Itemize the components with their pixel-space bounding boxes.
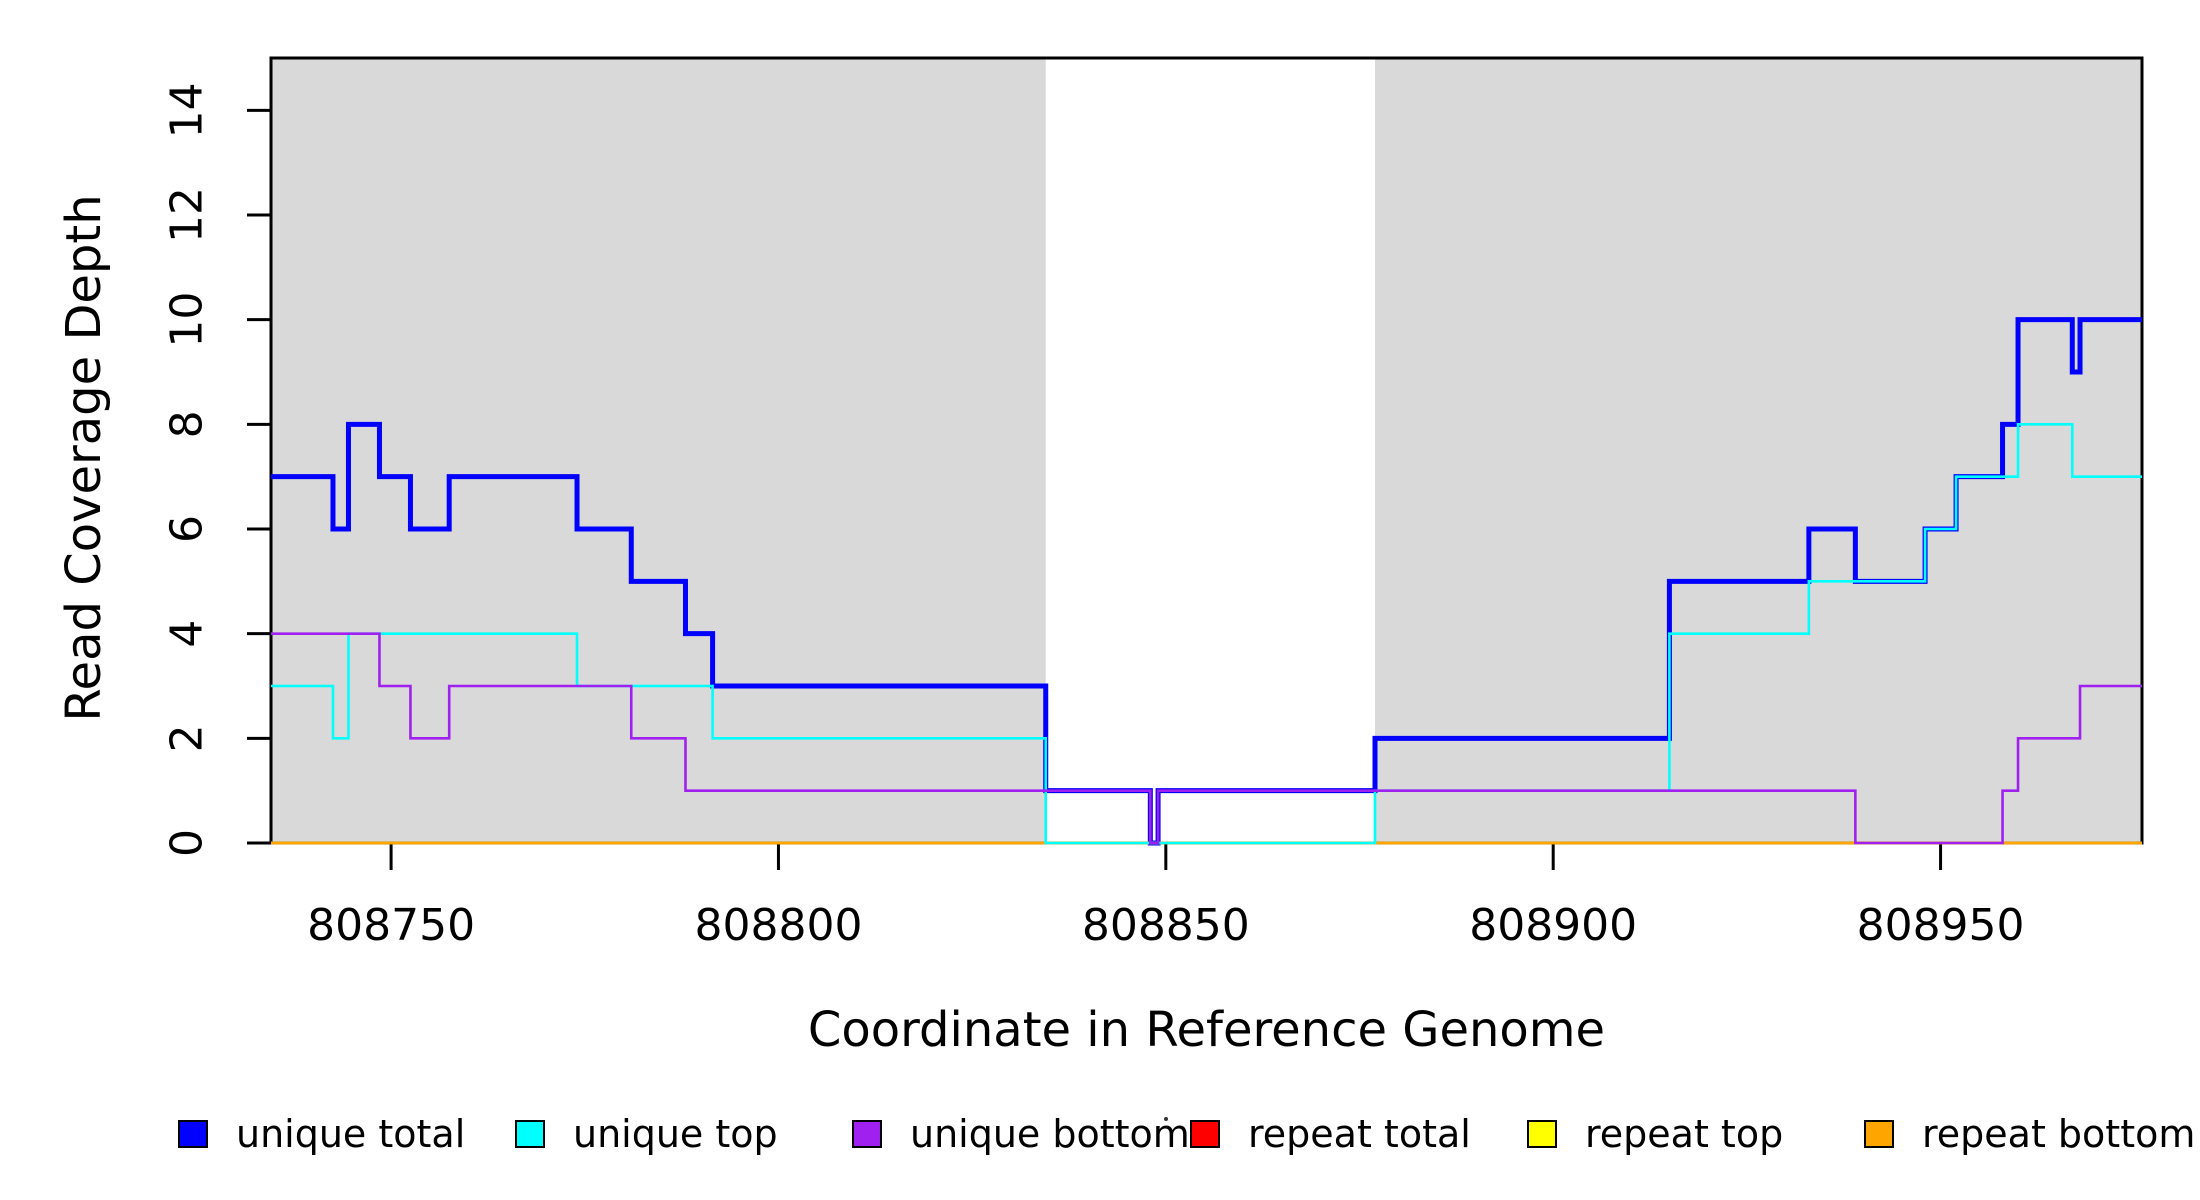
y-tick-label: 0 [162,829,213,857]
y-tick-label: 12 [162,187,213,243]
y-axis-title: Read Coverage Depth [56,194,112,722]
y-tick-label: 2 [162,724,213,752]
y-tick-label: 14 [162,82,213,138]
y-tick-label: 4 [162,620,213,648]
x-tick-label: 808950 [1857,900,2025,951]
stray-dot [1164,1117,1168,1121]
mappable-region-shade-2 [1375,58,2142,843]
x-tick-label: 808800 [694,900,862,951]
y-tick-label: 8 [162,410,213,438]
series-line-unique-bottom [271,632,2142,845]
y-tick-label: 6 [162,515,213,543]
x-tick-label: 808900 [1469,900,1637,951]
y-tick-label: 10 [162,292,213,348]
x-axis-title: Coordinate in Reference Genome [807,1002,1606,1058]
mappable-region-shade-1 [271,58,1046,843]
x-tick-label: 808750 [307,900,475,951]
x-tick-label: 808850 [1082,900,1250,951]
